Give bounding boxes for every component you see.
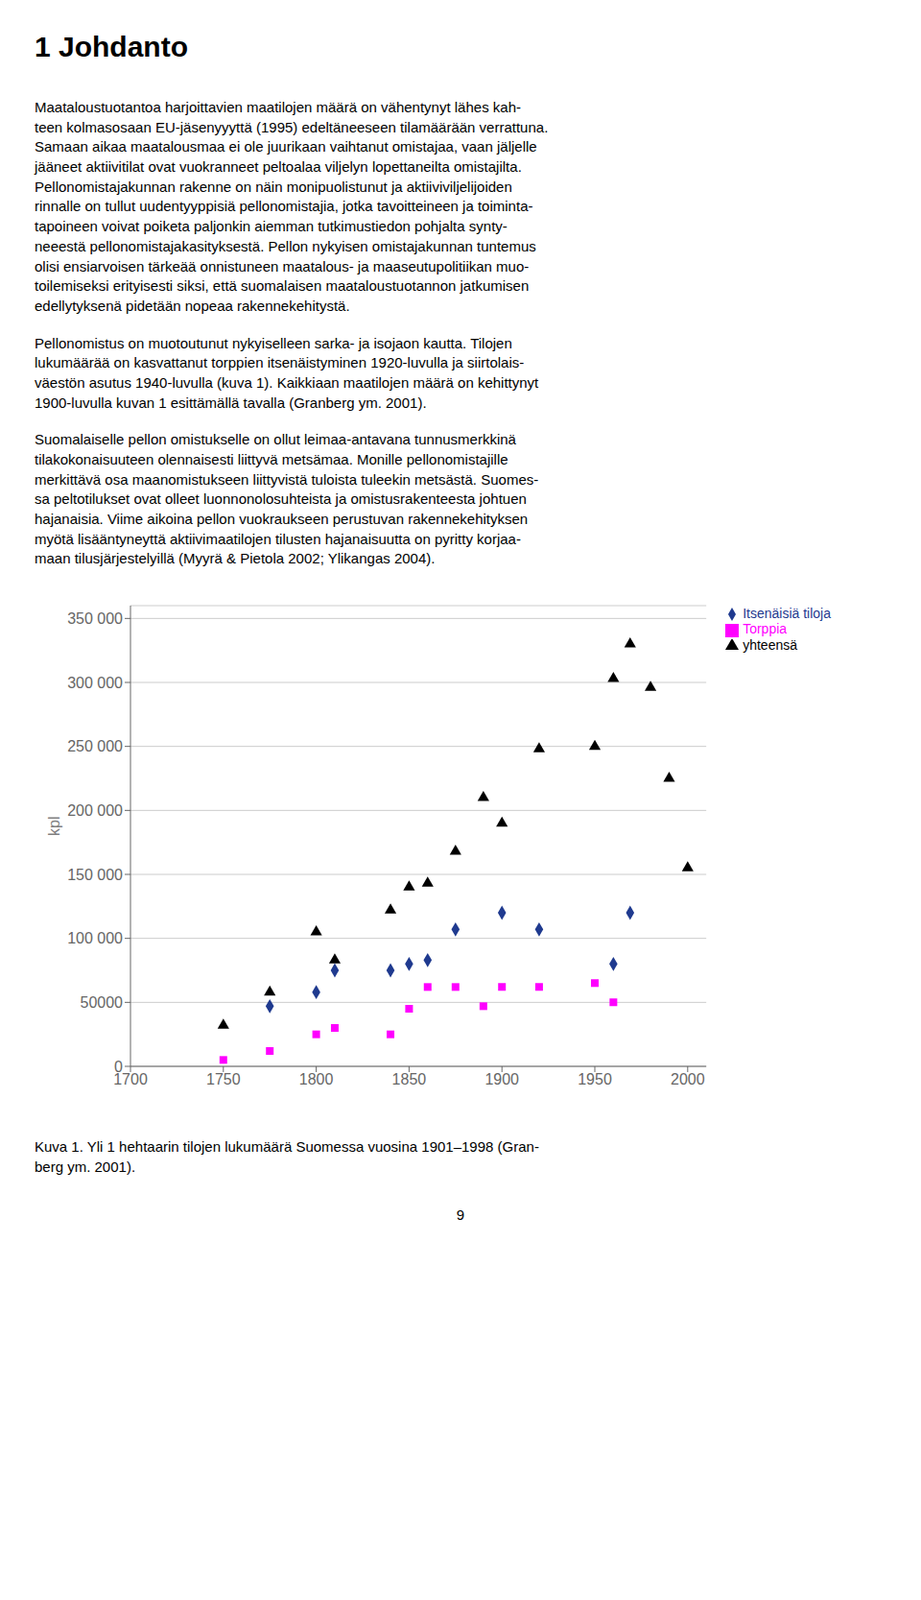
svg-text:1800: 1800 [299, 1070, 334, 1087]
svg-text:2000: 2000 [670, 1070, 706, 1087]
svg-text:1850: 1850 [392, 1070, 427, 1087]
svg-text:150 000: 150 000 [67, 866, 123, 883]
svg-text:kpl: kpl [46, 816, 63, 836]
html-text:Maataloustuotantoa harjoittavi: Maataloustuotantoa harjoittavien maatilo… [34, 98, 549, 314]
html-text:1 Johdanto: 1 Johdanto [34, 30, 189, 63]
html-text:Pellonomistus on muotoutunut n: Pellonomistus on muotoutunut nykyisellee… [34, 334, 539, 411]
svg-text:0: 0 [114, 1058, 123, 1075]
svg-text:1950: 1950 [577, 1070, 613, 1087]
svg-text:1750: 1750 [206, 1070, 241, 1087]
svg-text:250 000: 250 000 [67, 737, 123, 755]
svg-text:200 000: 200 000 [67, 802, 123, 819]
svg-text:1900: 1900 [484, 1070, 520, 1087]
html-text:Torppia: Torppia [742, 621, 787, 637]
svg-text:1700: 1700 [113, 1071, 148, 1088]
html-text:Suomalaiselle pellon omistukse: Suomalaiselle pellon omistukselle on oll… [34, 431, 539, 567]
svg-text:50000: 50000 [80, 993, 124, 1011]
svg-text:100 000: 100 000 [67, 929, 123, 946]
svg-text:350 000: 350 000 [67, 610, 123, 627]
svg-text:300 000: 300 000 [67, 674, 123, 691]
html-text:Itsenäisiä tiloja: Itsenäisiä tiloja [742, 605, 831, 621]
html-text:9: 9 [456, 1205, 465, 1222]
html-text:yhteensä: yhteensä [742, 636, 798, 653]
html-text:Kuva 1. Yli 1 hehtaarin tiloje: Kuva 1. Yli 1 hehtaarin tilojen lukumäär… [34, 1137, 540, 1175]
